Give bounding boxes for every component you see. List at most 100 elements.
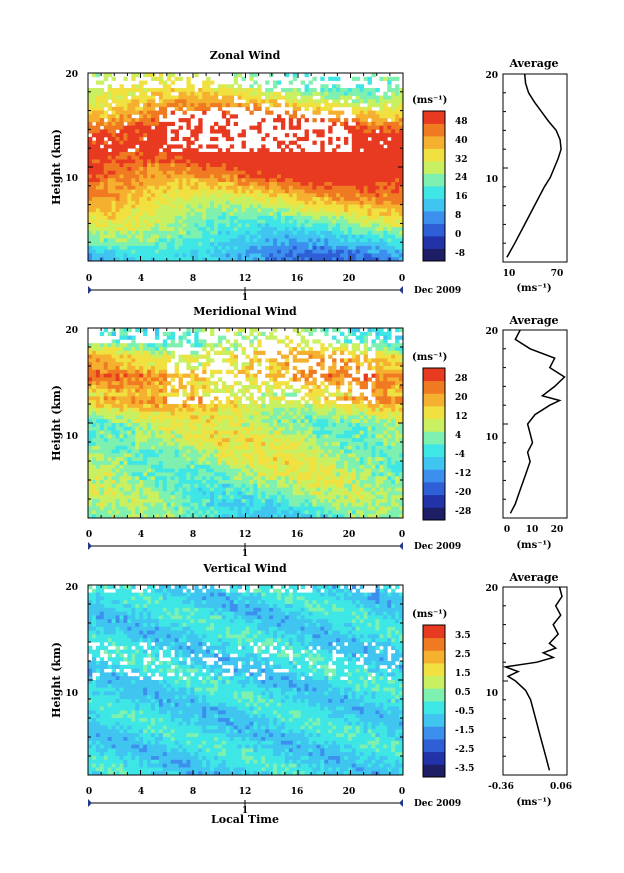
heatmap-cell — [383, 129, 388, 134]
heatmap-cell — [237, 215, 242, 221]
heatmap-cell — [375, 121, 380, 127]
heatmap-cell — [99, 385, 105, 390]
heatmap-cell — [147, 155, 152, 160]
heatmap-cell — [139, 151, 144, 157]
heatmap-cell — [217, 148, 223, 153]
heatmap-cell — [210, 178, 215, 183]
heatmap-cell — [277, 144, 282, 149]
heatmap-cell — [202, 103, 207, 108]
heatmap-cell — [355, 208, 361, 213]
colorbar-swatch — [423, 223, 445, 237]
heatmap-cell — [253, 208, 258, 213]
heatmap-cell — [127, 121, 132, 127]
heatmap-cell — [103, 358, 109, 363]
heatmap-cell — [107, 419, 113, 424]
heatmap-cell — [312, 404, 317, 409]
heatmap-cell — [210, 257, 215, 262]
heatmap-cell — [88, 377, 93, 382]
heatmap-cell — [288, 151, 294, 157]
heatmap-cell — [103, 144, 109, 149]
heatmap-cell — [131, 167, 136, 172]
heatmap-cell — [127, 369, 132, 374]
heatmap-cell — [257, 174, 262, 179]
heatmap-cell — [214, 95, 219, 100]
heatmap-cell — [308, 88, 313, 93]
heatmap-cell — [198, 129, 203, 134]
heatmap-cell — [383, 174, 388, 179]
heatmap-cell — [135, 99, 140, 104]
heatmap-cell — [355, 347, 361, 352]
heatmap-cell — [202, 167, 207, 172]
heatmap-cell — [308, 215, 313, 221]
heatmap-cell — [269, 185, 274, 190]
heatmap-cell — [127, 99, 132, 104]
heatmap-cell — [332, 148, 337, 153]
heatmap-cell — [154, 347, 160, 352]
heatmap-cell — [273, 242, 278, 247]
heatmap-cell — [139, 193, 144, 198]
zonal-date-axis — [88, 286, 403, 294]
heatmap-cell — [123, 215, 128, 221]
heatmap-cell — [280, 189, 286, 194]
heatmap-cell — [143, 167, 148, 172]
heatmap-cell — [103, 219, 109, 224]
heatmap-cell — [351, 91, 357, 96]
heatmap-cell — [202, 423, 207, 428]
heatmap-cell — [147, 230, 152, 236]
heatmap-cell — [91, 208, 97, 213]
heatmap-cell — [300, 369, 305, 374]
heatmap-cell — [115, 185, 120, 190]
heatmap-cell — [340, 189, 345, 194]
heatmap-cell — [312, 170, 317, 175]
heatmap-cell — [162, 223, 168, 228]
heatmap-cell — [115, 419, 120, 424]
heatmap-cell — [241, 193, 246, 198]
heatmap-cell — [139, 125, 144, 130]
heatmap-cell — [379, 388, 384, 393]
heatmap-cell — [166, 223, 172, 228]
heatmap-cell — [343, 343, 349, 348]
heatmap-cell — [249, 163, 254, 168]
heatmap-cell — [143, 350, 148, 355]
heatmap-cell — [158, 369, 164, 374]
heatmap-cell — [336, 95, 341, 100]
heatmap-cell — [363, 110, 368, 115]
heatmap-cell — [194, 189, 199, 194]
heatmap-cell — [269, 103, 274, 108]
heatmap-cell — [107, 215, 113, 221]
heatmap-cell — [379, 167, 384, 172]
heatmap-cell — [217, 339, 223, 344]
heatmap-cell — [269, 358, 274, 363]
heatmap-cell — [241, 249, 246, 254]
heatmap-cell — [249, 238, 254, 243]
heatmap-cell — [127, 426, 132, 431]
heatmap-cell — [316, 230, 321, 236]
heatmap-cell — [383, 227, 388, 232]
heatmap-cell — [221, 189, 227, 194]
heatmap-cell — [241, 174, 246, 179]
heatmap-cell — [280, 404, 286, 409]
heatmap-cell — [151, 423, 156, 428]
heatmap-cell — [107, 200, 113, 205]
heatmap-cell — [91, 404, 97, 409]
heatmap-cell — [147, 407, 152, 412]
heatmap-cell — [119, 200, 124, 205]
heatmap-cell — [95, 167, 101, 172]
heatmap-cell — [363, 377, 368, 382]
heatmap-cell — [198, 245, 203, 251]
heatmap-cell — [217, 91, 223, 96]
heatmap-cell — [194, 106, 199, 111]
heatmap-cell — [273, 373, 278, 378]
heatmap-cell — [312, 249, 317, 254]
heatmap-cell — [217, 227, 223, 232]
heatmap-cell — [277, 215, 282, 221]
heatmap-cell — [391, 197, 396, 202]
heatmap-cell — [340, 204, 345, 209]
heatmap-cell — [395, 212, 400, 217]
heatmap-cell — [367, 204, 372, 209]
heatmap-cell — [320, 197, 325, 202]
heatmap-cell — [214, 396, 219, 401]
heatmap-cell — [336, 385, 341, 390]
heatmap-cell — [328, 366, 333, 371]
heatmap-cell — [340, 215, 345, 221]
